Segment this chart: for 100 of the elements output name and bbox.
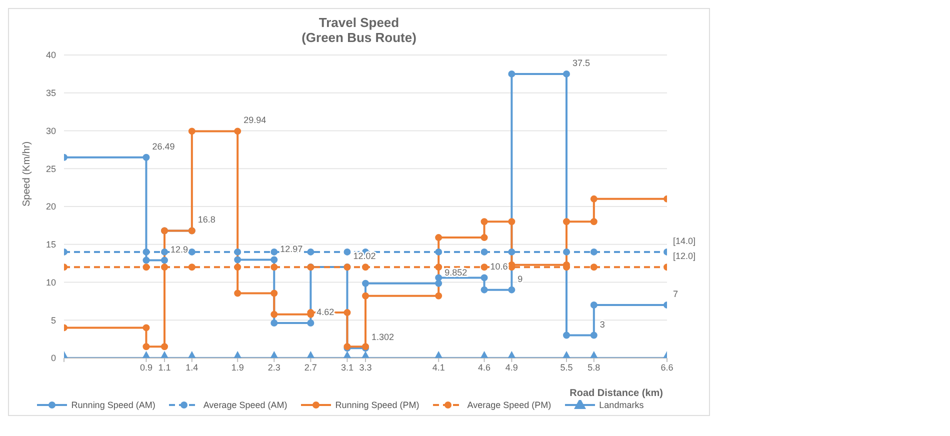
x-tick-label: 1.1 — [158, 362, 171, 372]
point — [142, 256, 150, 264]
data-label: 7 — [673, 288, 678, 299]
legend-label: Average Speed (PM) — [466, 400, 552, 410]
x-tick-label: 6.6 — [660, 362, 674, 372]
point — [590, 301, 598, 308]
legend-label: Average Speed (AM) — [202, 400, 288, 410]
data-label: 12.02 — [353, 250, 376, 261]
point — [480, 248, 488, 256]
point — [480, 286, 488, 294]
x-tick-label: 5.8 — [588, 362, 600, 372]
legend-label: Landmarks — [598, 400, 644, 410]
x-axis-title: Road Distance (km) — [570, 388, 663, 399]
point — [435, 292, 442, 300]
point — [344, 309, 351, 316]
point — [362, 264, 369, 271]
x-tick-label: 4.6 — [478, 362, 491, 372]
x-tick-label: 1.9 — [231, 362, 244, 372]
point — [161, 343, 168, 350]
data-label: 16.8 — [198, 214, 216, 225]
point — [362, 280, 369, 287]
data-label: 1.302 — [372, 332, 394, 342]
point — [590, 195, 598, 202]
point — [508, 286, 516, 294]
point — [563, 70, 570, 78]
y-tick-label: 10 — [46, 277, 56, 288]
point — [142, 324, 150, 332]
data-label: 3 — [600, 319, 605, 330]
y-tick-label: 5 — [50, 315, 56, 326]
point — [234, 264, 242, 271]
point — [590, 248, 598, 256]
point — [188, 248, 196, 256]
point — [234, 128, 242, 135]
point — [270, 320, 278, 327]
chart-title: Travel Speed — [318, 15, 400, 30]
x-tick-label: 3.3 — [359, 362, 372, 372]
point — [590, 332, 598, 339]
point — [508, 70, 516, 78]
x-tick-label: 2.3 — [268, 362, 280, 372]
point — [234, 290, 242, 297]
data-label: 10.6 — [490, 262, 508, 272]
point — [563, 218, 570, 226]
y-tick-label: 20 — [46, 202, 56, 212]
point — [362, 292, 369, 300]
data-label: 29.94 — [244, 115, 266, 126]
point — [590, 218, 598, 226]
point — [480, 218, 488, 226]
x-tick-label: 0.9 — [140, 362, 152, 372]
data-label: 9.852 — [444, 267, 468, 278]
point — [270, 248, 278, 256]
y-tick-label: 40 — [46, 50, 56, 60]
point — [142, 264, 150, 271]
point — [161, 248, 168, 256]
point — [161, 256, 168, 264]
point — [307, 320, 314, 327]
data-label: [14.0] — [673, 236, 696, 246]
point — [508, 218, 516, 226]
legend-label: Running Speed (AM) — [70, 400, 156, 410]
point — [435, 234, 442, 242]
point — [344, 248, 351, 256]
y-tick-label: 15 — [46, 240, 56, 250]
data-label: 37.5 — [572, 58, 590, 68]
point — [435, 264, 442, 271]
y-axis-title: Speed (Km/hr) — [22, 141, 33, 206]
x-tick-label: 4.9 — [505, 362, 518, 372]
point — [435, 274, 442, 282]
point — [270, 264, 278, 271]
data-label: 12.97 — [280, 244, 303, 254]
y-tick-label: 30 — [46, 126, 56, 136]
x-tick-label: 5.5 — [560, 362, 573, 372]
point — [142, 154, 150, 161]
chart-subtitle: (Green Bus Route) — [300, 30, 418, 45]
point — [435, 280, 442, 287]
data-label: 12.9 — [170, 244, 188, 254]
x-tick-label: 1.4 — [186, 362, 198, 372]
y-tick-label: 0 — [50, 353, 56, 364]
point — [480, 264, 488, 271]
point — [307, 248, 314, 256]
point — [188, 128, 196, 135]
point — [188, 264, 196, 271]
legend-label: Running Speed (PM) — [334, 400, 420, 410]
point — [480, 274, 488, 282]
point — [563, 332, 570, 339]
point — [435, 248, 442, 256]
point — [234, 248, 242, 256]
point — [161, 264, 168, 271]
data-label: 9 — [518, 274, 523, 284]
point — [480, 234, 488, 242]
y-tick-label: 35 — [46, 88, 56, 98]
data-label: 26.49 — [152, 141, 175, 152]
point — [563, 248, 570, 256]
point — [270, 256, 278, 264]
x-tick-label: 3.1 — [340, 362, 354, 372]
point — [270, 290, 278, 297]
y-tick-label: 25 — [46, 164, 56, 174]
point — [270, 310, 278, 318]
point — [590, 264, 598, 271]
x-tick-label: 2.7 — [304, 362, 317, 372]
data-label: [12.0] — [673, 251, 696, 262]
point — [142, 248, 150, 256]
